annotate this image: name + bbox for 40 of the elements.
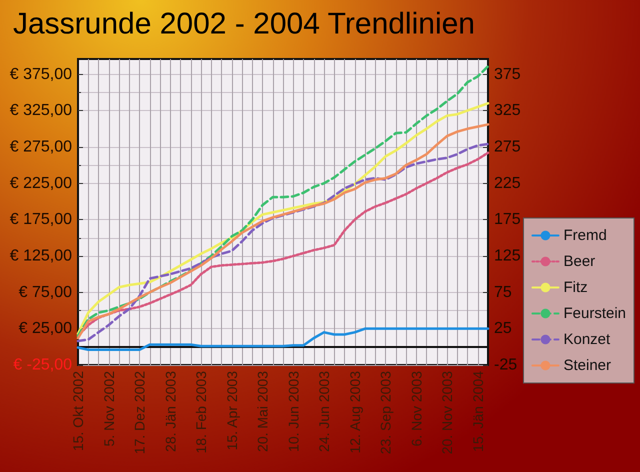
x-tick-label: 15. Apr 2003: [224, 370, 240, 450]
y-tick-label: € 25,00: [18, 320, 72, 338]
y-tick-label: € 375,00: [10, 66, 72, 83]
x-tick-label: 28. Jän 2003: [162, 370, 178, 452]
x-tick-label: 12. Aug 2003: [346, 370, 363, 454]
y2-tick-label: 325: [494, 102, 521, 120]
x-tick-label: 20. Nov 2003: [439, 370, 455, 454]
x-tick-label: 17. Dez 2002: [132, 370, 148, 454]
y-tick-label: € 175,00: [10, 211, 72, 228]
x-tick-label: 15. Jän 2004: [470, 370, 486, 452]
y2-tick-label: 25: [494, 320, 512, 338]
x-tick-label: 23. Sep 2003: [378, 370, 394, 454]
legend-label: Beer: [563, 253, 596, 270]
y2-tick-label: 175: [494, 211, 521, 228]
x-tick-label: 10. Jun 2003: [285, 370, 302, 452]
y2-tick-label: -25: [494, 356, 518, 374]
x-tick-label: 6. Nov 2003: [408, 370, 424, 446]
y-tick-label: € 275,00: [10, 138, 72, 156]
y2-tick-label: 375: [494, 66, 521, 83]
legend-label: Konzet: [563, 331, 612, 348]
x-tick-label: 15. Okt 2002: [70, 370, 86, 452]
y-tick-label: € 125,00: [10, 247, 72, 264]
y2-tick-label: 125: [494, 247, 521, 264]
y-tick-label: € -25,00: [13, 356, 72, 374]
legend-label: Fitz: [563, 279, 588, 296]
y-tick-label: € 225,00: [10, 174, 72, 192]
x-tick-label: 18. Feb 2003: [193, 370, 209, 454]
x-tick-label: 5. Nov 2002: [100, 370, 117, 446]
y-tick-label: € 75,00: [18, 284, 72, 301]
line-series: [76, 327, 490, 351]
legend-label: Feurstein: [563, 305, 626, 322]
y2-tick-label: 225: [494, 174, 521, 192]
y2-tick-label: 275: [494, 138, 521, 156]
legend-label: Fremd: [563, 227, 607, 244]
y2-tick-label: 75: [494, 284, 512, 301]
y-tick-label: € 325,00: [10, 102, 72, 120]
x-tick-label: 20. Mai 2003: [254, 370, 270, 452]
x-tick-label: 24. Jun 2003: [316, 370, 332, 452]
chart-title: Jassrunde 2002 - 2004 Trendlinien: [13, 8, 475, 40]
legend-label: Steiner: [563, 357, 612, 374]
